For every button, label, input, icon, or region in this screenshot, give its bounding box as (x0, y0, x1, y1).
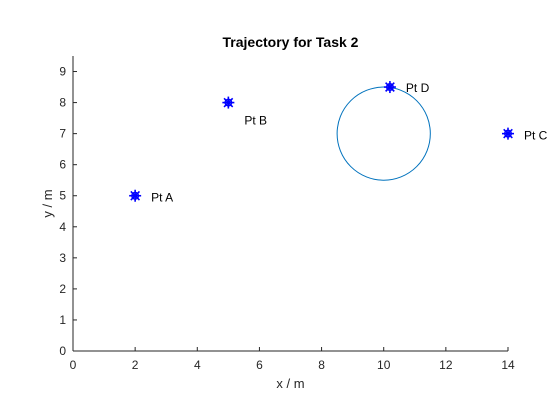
y-tick-label: 3 (59, 251, 66, 265)
point-marker (129, 189, 142, 202)
y-tick-label: 6 (59, 158, 66, 172)
y-axis-label: y / m (40, 189, 55, 217)
point-label: Pt C (524, 129, 548, 143)
y-tick-label: 4 (59, 220, 66, 234)
x-tick-label: 2 (132, 358, 139, 372)
trajectory-layer (336, 86, 431, 181)
trajectory-circle (336, 86, 431, 181)
point-label: Pt D (406, 81, 430, 95)
marker-stroke (223, 97, 234, 108)
marker-stroke (504, 129, 513, 138)
marker-stroke (385, 82, 395, 92)
marker-stroke (224, 98, 233, 107)
point-marker (383, 81, 396, 94)
y-tick-label: 8 (59, 96, 66, 110)
x-axis-label: x / m (276, 376, 304, 391)
y-tick-label: 7 (59, 127, 66, 141)
x-tick-label: 8 (318, 358, 325, 372)
point-label: Pt B (244, 114, 267, 128)
point-label: Pt A (151, 191, 173, 205)
x-tick-label: 12 (439, 358, 453, 372)
y-tick-label: 2 (59, 282, 66, 296)
marker-stroke (130, 190, 141, 201)
x-tick-label: 4 (194, 358, 201, 372)
x-tick-label: 6 (256, 358, 263, 372)
x-tick-label: 14 (501, 358, 515, 372)
y-tick-label: 5 (59, 189, 66, 203)
points-layer: Pt A Pt B Pt C Pt D (129, 81, 548, 205)
x-tick-label: 0 (70, 358, 77, 372)
point-marker (222, 96, 235, 109)
chart-title: Trajectory for Task 2 (223, 34, 359, 50)
y-tick-label: 0 (59, 344, 66, 358)
marker-stroke (131, 191, 140, 200)
marker-stroke (503, 128, 513, 139)
point-marker (502, 127, 514, 140)
y-tick-label: 9 (59, 65, 66, 79)
y-tick-label: 1 (59, 313, 66, 327)
marker-stroke (385, 83, 394, 92)
x-tick-label: 10 (377, 358, 391, 372)
